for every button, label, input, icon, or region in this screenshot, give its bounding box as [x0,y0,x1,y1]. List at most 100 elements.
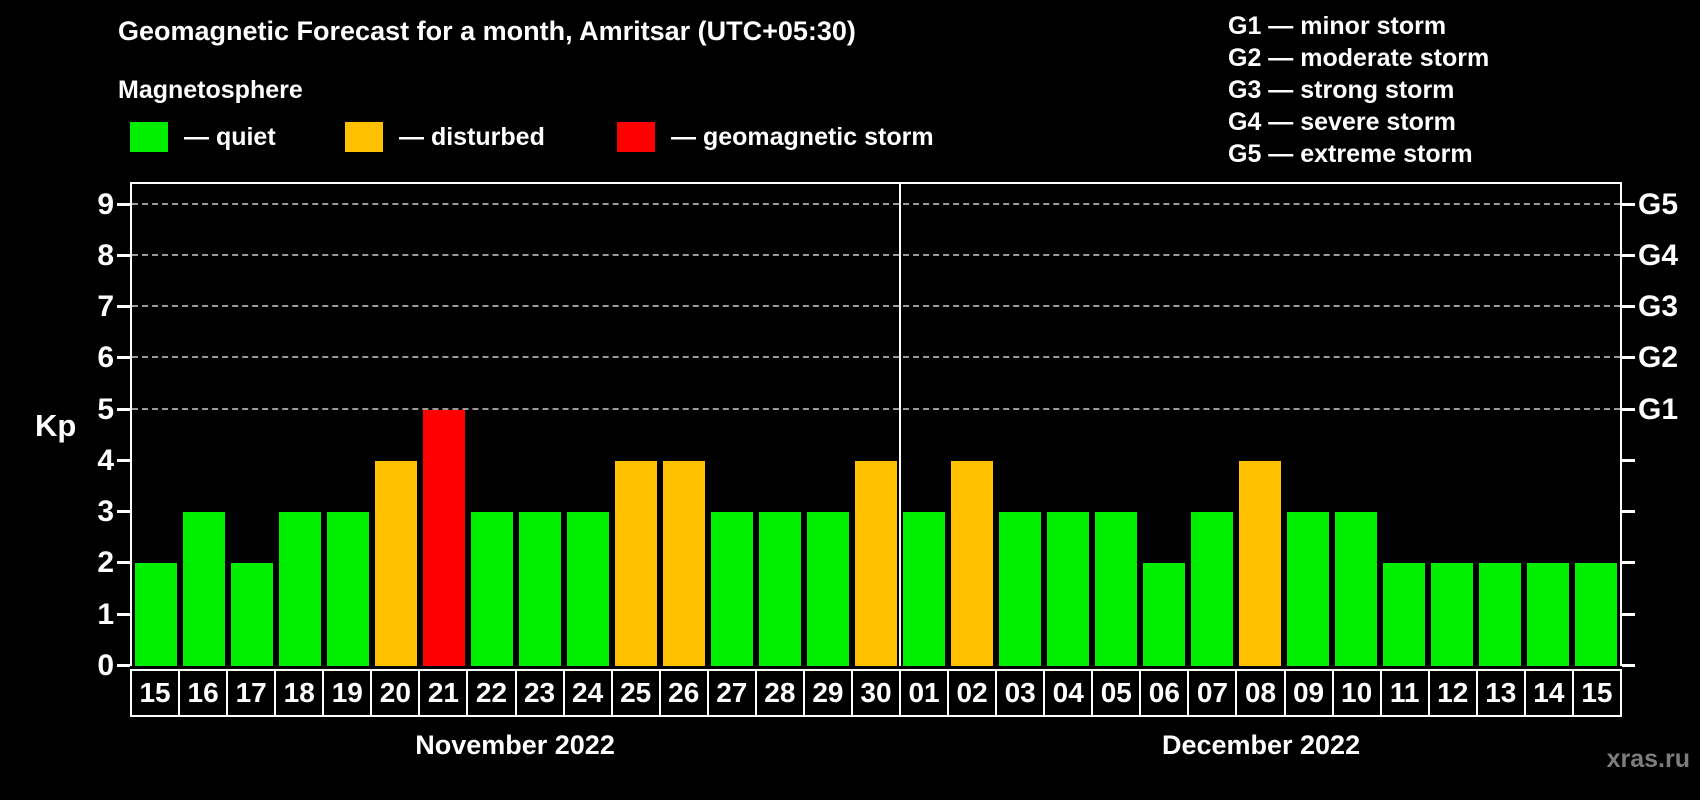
y-axis-label-3: 3 [97,495,114,529]
y-axis-label-2: 2 [97,546,114,580]
y-axis-label-1: 1 [97,597,114,631]
day-cell-10: 10 [1331,671,1380,715]
bar-slot-day-01 [900,184,948,666]
y-tick-left-8 [117,253,130,257]
y-tick-right-6 [1622,356,1635,360]
day-cell-12: 12 [1427,671,1476,715]
kp-bar-day-19 [327,512,369,666]
bar-slot-day-27 [708,184,756,666]
day-cell-14: 14 [1523,671,1572,715]
bar-slot-day-03 [996,184,1044,666]
kp-bar-day-24 [567,512,609,666]
y-tick-right-0 [1622,664,1635,667]
legend-quiet-label: — quiet [184,122,276,151]
y-tick-left-3 [117,510,130,514]
y-tick-left-7 [117,305,130,309]
gridline-kp-7 [132,305,1620,308]
bar-slot-day-24 [564,184,612,666]
bar-slot-day-17 [228,184,276,666]
kp-bar-day-30 [855,460,897,666]
bar-slot-day-07 [1188,184,1236,666]
storm-scale-g3: G3 — strong storm [1228,76,1455,104]
plot-area: Kp 0 1 2 3 4 5 6 7 8 9 G1 G2 G3 G4 G5 [35,182,1678,681]
month-labels-row: November 2022 December 2022 [130,730,1622,761]
day-cell-18: 18 [274,671,322,715]
disturbed-color-swatch [345,122,383,152]
kp-bar-day-27 [711,512,753,666]
bar-slot-day-16 [180,184,228,666]
bar-slot-day-12 [1428,184,1476,666]
kp-bar-day-04 [1047,512,1089,666]
bar-slot-day-02 [948,184,996,666]
bar-slot-day-10 [1332,184,1380,666]
y-tick-left-2 [117,561,130,565]
day-cell-01: 01 [899,671,947,715]
y-tick-left-9 [117,202,130,206]
bar-slot-day-30 [852,184,900,666]
legend-item-disturbed: — disturbed [345,122,545,152]
bar-slot-day-04 [1044,184,1092,666]
y-tick-right-2 [1622,561,1635,565]
kp-bar-day-01 [903,512,945,666]
day-labels-row: 15 16 17 18 19 20 21 22 23 24 25 26 27 28 29 30 01 02 03 04… [130,669,1622,717]
day-cell-11: 11 [1379,671,1428,715]
page-title: Geomagnetic Forecast for a month, Amrits… [118,16,856,46]
subtitle-magnetosphere: Magnetosphere [118,76,303,104]
day-cell-21: 21 [418,671,466,715]
kp-bar-day-07 [1191,512,1233,666]
day-cell-20: 20 [370,671,418,715]
month-label: December 2022 [1161,730,1361,760]
day-cell-30: 30 [850,671,899,715]
bar-slot-day-21 [420,184,468,666]
day-cell-15: 15 [139,677,171,708]
y-tick-right-7 [1622,305,1635,309]
y-axis-label-0: 0 [97,649,114,682]
day-cell-23: 23 [514,671,563,715]
bar-slot-day-26 [660,184,708,666]
y-axis-label-9: 9 [97,187,114,221]
y-axis-title: Kp [35,408,77,444]
gridline-kp-8 [132,253,1620,256]
day-cell-27: 27 [706,671,755,715]
bar-slot-day-13 [1476,184,1524,666]
bar-slot-day-19 [324,184,372,666]
day-cell-29: 29 [802,671,851,715]
bar-slot-day-18 [276,184,324,666]
legend-disturbed-label: — disturbed [399,122,545,151]
bar-slot-day-05 [1092,184,1140,666]
y-tick-left-1 [117,612,130,616]
day-cell-13: 13 [1475,671,1524,715]
kp-bar-day-20 [375,460,417,666]
bars-container [132,184,1620,666]
bar-slot-day-06 [1140,184,1188,666]
bar-slot-day-29 [804,184,852,666]
y-axis-label-8: 8 [97,238,114,272]
y-tick-right-8 [1622,253,1635,257]
y-axis-label-5: 5 [97,392,114,426]
day-cell-05: 05 [1091,671,1139,715]
kp-bar-day-21 [423,409,465,666]
kp-bar-day-09 [1287,512,1329,666]
day-cell-09: 09 [1283,671,1332,715]
kp-bar-day-26 [663,460,705,666]
kp-bar-day-11 [1383,563,1425,666]
bar-slot-day-28 [756,184,804,666]
month-separator-line [899,184,901,666]
g-axis-label-g2: G2 [1638,341,1679,375]
day-cell-28: 28 [754,671,803,715]
bar-slot-day-11 [1380,184,1428,666]
day-cell-24: 24 [562,671,611,715]
y-tick-left-5 [117,407,130,411]
month-label: November 2022 [415,730,615,760]
legend-storm-label: — geomagnetic storm [671,122,934,151]
bar-slot-day-23 [516,184,564,666]
y-axis-label-4: 4 [97,443,114,477]
day-cell-03: 03 [995,671,1043,715]
kp-bar-day-13 [1479,563,1521,666]
kp-bar-day-08 [1239,460,1281,666]
y-axis-label-6: 6 [97,341,114,375]
watermark: xras.ru [1606,745,1690,773]
kp-bar-day-29 [807,512,849,666]
bar-slot-day-08 [1236,184,1284,666]
kp-bar-day-03 [999,512,1041,666]
